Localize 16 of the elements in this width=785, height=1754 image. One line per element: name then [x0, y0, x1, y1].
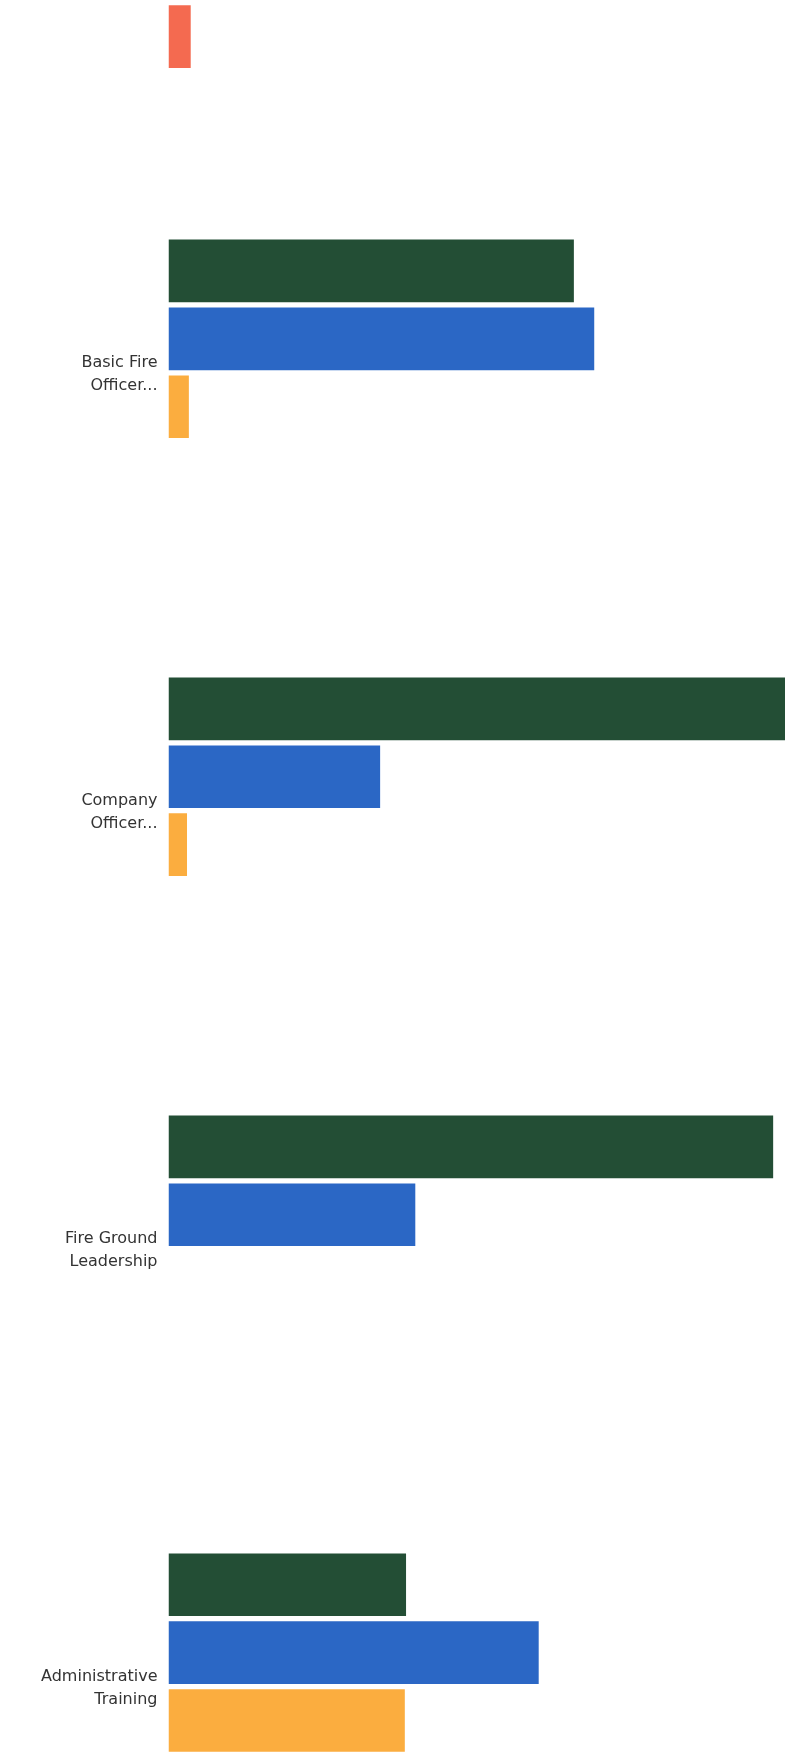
bar [168, 813, 188, 876]
y-tick-label: Fire Ground Leadership [65, 1227, 158, 1270]
bar [168, 239, 574, 303]
bar [168, 1115, 774, 1179]
bar [168, 1689, 405, 1752]
y-tick-label: Administrative Training [41, 1665, 158, 1708]
bar [168, 1621, 539, 1684]
bar [168, 375, 189, 439]
bar [168, 307, 595, 371]
bar [168, 745, 381, 809]
bar [168, 677, 785, 741]
bar [168, 1183, 416, 1247]
y-tick-label: Basic Fire Officer... [81, 351, 158, 394]
bar [168, 1553, 407, 1617]
y-tick-label: Company Officer... [81, 789, 158, 832]
bar [168, 5, 191, 68]
